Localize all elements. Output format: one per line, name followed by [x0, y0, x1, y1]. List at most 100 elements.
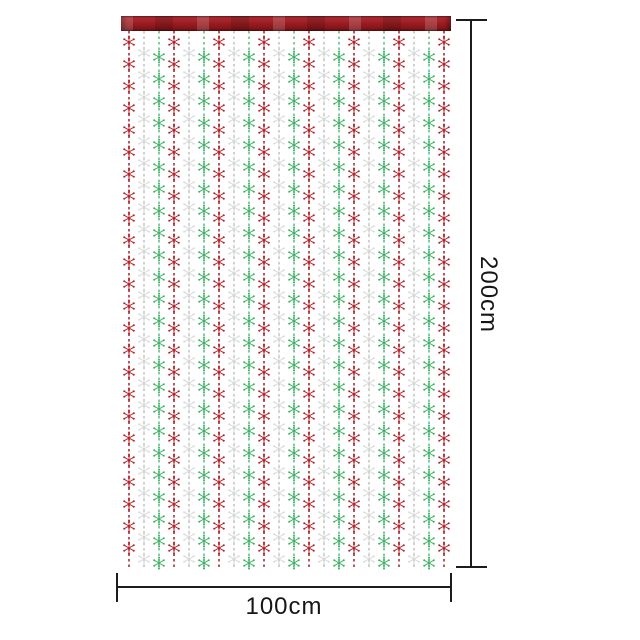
snowflake-icon	[377, 468, 390, 482]
snowflake-icon	[167, 233, 180, 247]
snowflake-icon	[257, 497, 270, 511]
snowflake-icon	[407, 398, 420, 412]
snowflake-icon	[182, 112, 195, 126]
snowflake-icon	[287, 534, 300, 548]
snowflake-icon	[242, 446, 255, 460]
snowflake-icon	[257, 167, 270, 181]
snowflake-icon	[137, 244, 150, 258]
snowflake-icon	[182, 442, 195, 456]
snowflake-icon	[422, 424, 435, 438]
snowflake-icon	[197, 424, 210, 438]
snowflake-icon	[197, 446, 210, 460]
snowflake-icon	[257, 343, 270, 357]
snowflake-icon	[197, 336, 210, 350]
snowflake-icon	[362, 134, 375, 148]
snowflake-icon	[422, 380, 435, 394]
snowflake-icon	[257, 409, 270, 423]
snowflake-icon	[317, 530, 330, 544]
snowflake-icon	[332, 314, 345, 328]
snowflake-icon	[332, 94, 345, 108]
snowflake-icon	[407, 376, 420, 390]
snowflake-icon	[212, 431, 225, 445]
snowflake-icon	[257, 299, 270, 313]
snowflake-icon	[317, 398, 330, 412]
snowflake-icon	[212, 255, 225, 269]
snowflake-icon	[317, 156, 330, 170]
snowflake-icon	[437, 255, 450, 269]
snowflake-icon	[407, 354, 420, 368]
snowflake-icon	[287, 226, 300, 240]
snowflake-icon	[422, 204, 435, 218]
snowflake-icon	[167, 277, 180, 291]
snowflake-icon	[212, 167, 225, 181]
snowflake-icon	[152, 204, 165, 218]
snowflake-icon	[257, 541, 270, 555]
snowflake-icon	[152, 50, 165, 64]
snowflake-icon	[287, 248, 300, 262]
snowflake-icon	[137, 310, 150, 324]
snowflake-icon	[392, 101, 405, 115]
snowflake-icon	[182, 310, 195, 324]
snowflake-icon	[272, 156, 285, 170]
snowflake-icon	[122, 497, 135, 511]
snowflake-icon	[212, 57, 225, 71]
snowflake-icon	[257, 277, 270, 291]
snowflake-icon	[242, 270, 255, 284]
snowflake-icon	[272, 332, 285, 346]
snowflake-icon	[392, 475, 405, 489]
snowflake-icon	[242, 160, 255, 174]
snowflake-icon	[152, 116, 165, 130]
snowflake-icon	[377, 380, 390, 394]
snowflake-icon	[407, 90, 420, 104]
snowflake-icon	[122, 387, 135, 401]
snowflake-icon	[437, 519, 450, 533]
snowflake-icon	[362, 552, 375, 566]
snowflake-icon	[197, 248, 210, 262]
snowflake-icon	[167, 211, 180, 225]
snowflake-icon	[347, 211, 360, 225]
snowflake-icon	[407, 222, 420, 236]
curtain-strand-green	[331, 31, 346, 572]
snowflake-icon	[122, 101, 135, 115]
snowflake-icon	[122, 123, 135, 137]
snowflake-icon	[317, 376, 330, 390]
snowflake-icon	[122, 233, 135, 247]
curtain-strand-red	[121, 31, 136, 572]
snowflake-icon	[167, 167, 180, 181]
snowflake-icon	[422, 94, 435, 108]
snowflake-icon	[362, 112, 375, 126]
snowflake-icon	[212, 519, 225, 533]
snowflake-icon	[152, 314, 165, 328]
snowflake-icon	[422, 116, 435, 130]
snowflake-icon	[272, 112, 285, 126]
snowflake-icon	[212, 189, 225, 203]
snowflake-icon	[137, 442, 150, 456]
snowflake-icon	[212, 79, 225, 93]
curtain-strand-green	[286, 31, 301, 572]
snowflake-icon	[332, 182, 345, 196]
curtain-strand-red	[301, 31, 316, 572]
snowflake-icon	[392, 343, 405, 357]
snowflake-icon	[227, 90, 240, 104]
snowflake-icon	[227, 354, 240, 368]
snowflake-icon	[362, 288, 375, 302]
snowflake-icon	[197, 468, 210, 482]
snowflake-icon	[422, 336, 435, 350]
snowflake-icon	[272, 530, 285, 544]
snowflake-icon	[347, 343, 360, 357]
snowflake-icon	[272, 222, 285, 236]
snowflake-icon	[167, 255, 180, 269]
snowflake-icon	[317, 46, 330, 60]
snowflake-icon	[422, 446, 435, 460]
snowflake-icon	[122, 431, 135, 445]
snowflake-icon	[152, 512, 165, 526]
snowflake-icon	[407, 486, 420, 500]
snowflake-icon	[302, 343, 315, 357]
snowflake-icon	[182, 90, 195, 104]
snowflake-icon	[407, 288, 420, 302]
snowflake-icon	[197, 270, 210, 284]
snowflake-icon	[422, 468, 435, 482]
snowflake-icon	[317, 112, 330, 126]
snowflake-icon	[167, 541, 180, 555]
